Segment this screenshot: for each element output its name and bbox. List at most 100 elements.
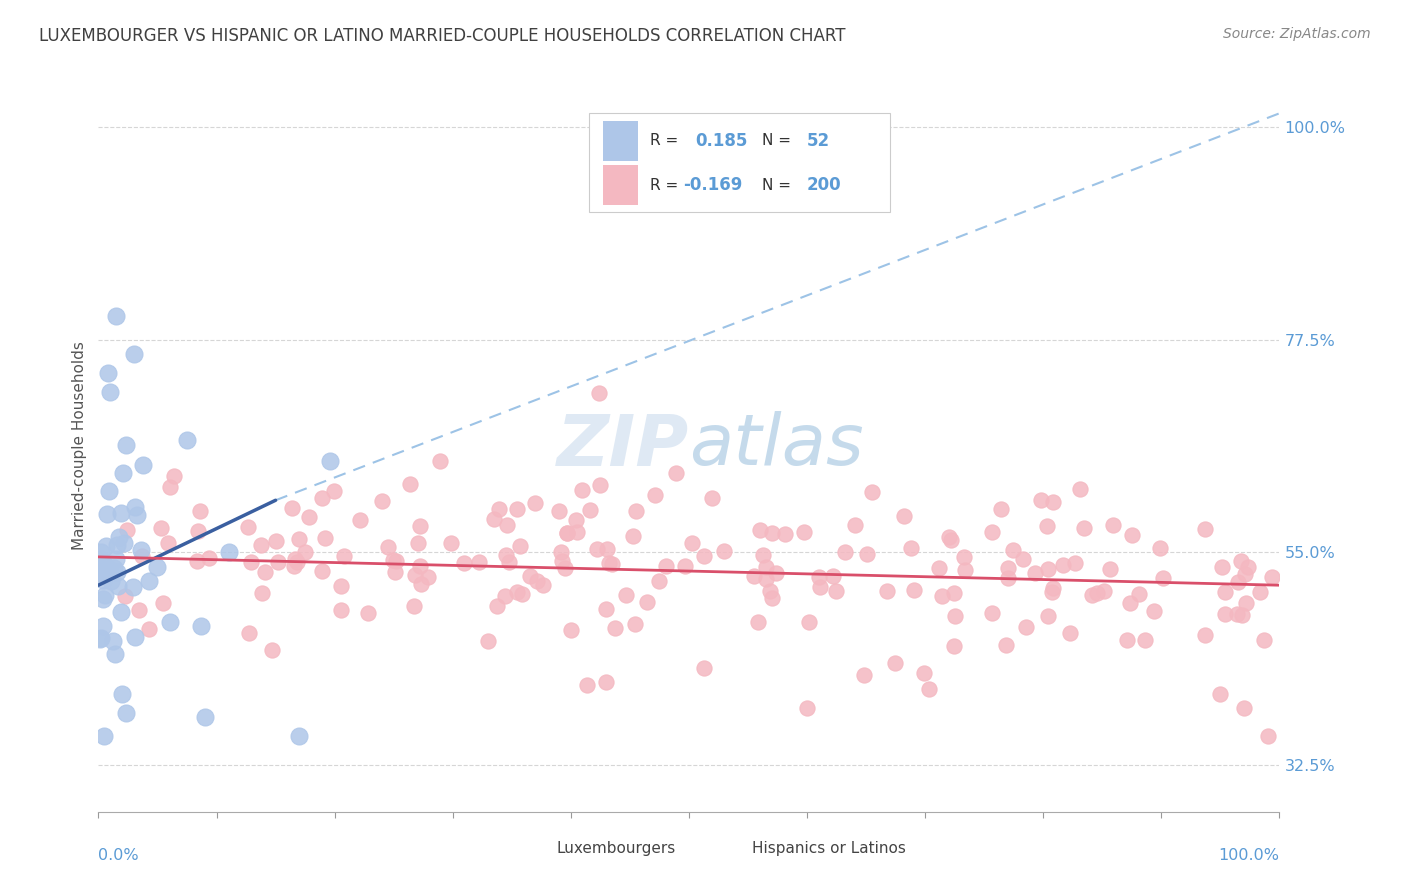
Point xyxy=(693,549,716,564)
Point xyxy=(319,454,342,468)
Point xyxy=(755,572,778,586)
Point xyxy=(110,506,132,520)
Point xyxy=(693,660,716,674)
FancyBboxPatch shape xyxy=(517,834,547,863)
Point xyxy=(1249,584,1271,599)
Point xyxy=(938,530,960,544)
Point xyxy=(112,535,135,549)
Point xyxy=(713,544,735,558)
Text: LUXEMBOURGER VS HISPANIC OR LATINO MARRIED-COUPLE HOUSEHOLDS CORRELATION CHART: LUXEMBOURGER VS HISPANIC OR LATINO MARRI… xyxy=(39,27,846,45)
Point xyxy=(163,469,186,483)
Point xyxy=(1234,596,1257,610)
Point xyxy=(585,541,607,556)
Point xyxy=(1143,604,1166,618)
Point xyxy=(114,589,136,603)
Point xyxy=(104,647,127,661)
Text: 52: 52 xyxy=(807,132,830,150)
Point xyxy=(1031,492,1053,507)
Point xyxy=(377,540,399,554)
Point xyxy=(482,512,505,526)
Point xyxy=(285,555,308,569)
Point xyxy=(852,668,875,682)
Point xyxy=(1073,521,1095,535)
Point xyxy=(550,545,572,559)
Point xyxy=(111,687,134,701)
Point xyxy=(1233,567,1256,582)
Point xyxy=(89,551,111,566)
Point xyxy=(409,519,432,533)
Point xyxy=(284,552,307,566)
Point xyxy=(281,500,304,515)
Point xyxy=(576,678,599,692)
Point xyxy=(603,621,626,635)
Point xyxy=(495,548,517,562)
Point xyxy=(190,619,212,633)
Text: R =: R = xyxy=(650,178,683,193)
Point xyxy=(623,616,645,631)
Text: R =: R = xyxy=(650,133,683,148)
Point xyxy=(429,454,451,468)
Point xyxy=(844,517,866,532)
Point xyxy=(1036,609,1059,624)
Point xyxy=(402,599,425,614)
Point xyxy=(600,557,623,571)
Point xyxy=(409,576,432,591)
Point xyxy=(665,466,688,480)
Point xyxy=(1001,543,1024,558)
Point xyxy=(124,630,146,644)
Point xyxy=(1153,571,1175,585)
Point xyxy=(1085,586,1108,600)
Point xyxy=(1119,596,1142,610)
Point xyxy=(93,557,115,571)
Point xyxy=(980,525,1002,540)
Point xyxy=(107,579,129,593)
Point xyxy=(114,438,136,452)
Point xyxy=(807,570,830,584)
Point xyxy=(1042,495,1064,509)
Point xyxy=(129,543,152,558)
Point xyxy=(98,561,121,575)
Point xyxy=(188,504,211,518)
Point xyxy=(298,510,321,524)
Point xyxy=(1194,522,1216,536)
Point xyxy=(90,545,112,559)
Point xyxy=(1101,518,1123,533)
Point xyxy=(1209,687,1232,701)
Point xyxy=(159,615,181,629)
Point xyxy=(1230,608,1253,623)
Point xyxy=(928,561,950,575)
Point xyxy=(931,589,953,603)
Point xyxy=(624,504,647,518)
Point xyxy=(114,706,136,720)
Point xyxy=(1261,570,1284,584)
Point xyxy=(159,481,181,495)
Point xyxy=(995,638,1018,652)
Point xyxy=(596,542,619,557)
Point xyxy=(943,609,966,624)
Point xyxy=(322,483,344,498)
Point xyxy=(752,548,775,562)
Point xyxy=(808,580,831,594)
Point xyxy=(311,491,333,506)
Point xyxy=(329,579,352,593)
FancyBboxPatch shape xyxy=(603,165,638,205)
Point xyxy=(176,433,198,447)
Point xyxy=(105,310,128,324)
Point xyxy=(329,602,352,616)
Point xyxy=(547,504,569,518)
Point xyxy=(94,588,117,602)
Point xyxy=(96,539,118,553)
Point xyxy=(138,574,160,588)
Point xyxy=(117,523,139,537)
Point xyxy=(1211,560,1233,574)
Point xyxy=(186,553,208,567)
Point xyxy=(1059,626,1081,640)
Point xyxy=(122,347,145,361)
Point xyxy=(1121,528,1143,542)
Point xyxy=(700,491,723,505)
Point xyxy=(759,584,782,599)
Point xyxy=(621,529,644,543)
Point xyxy=(648,574,671,588)
Text: Hispanics or Latinos: Hispanics or Latinos xyxy=(752,841,905,855)
Point xyxy=(876,584,898,599)
